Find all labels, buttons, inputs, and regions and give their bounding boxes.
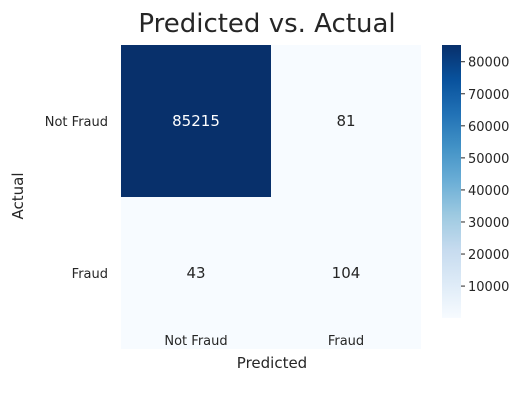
heatmap-cell-value: 85215 (172, 112, 220, 130)
colorbar-tick-label: 80000 (468, 56, 509, 71)
heatmap-cell (271, 45, 421, 197)
heatmap-cell-value: 104 (332, 264, 361, 282)
colorbar-tick-label: 50000 (468, 152, 509, 167)
heatmap-cell (121, 197, 271, 349)
colorbar-tick-label: 70000 (468, 88, 509, 103)
heatmap-cell (271, 197, 421, 349)
colorbar-tick-label: 60000 (468, 120, 509, 135)
y-axis-ticks: Not Fraud Fraud (45, 115, 108, 282)
x-axis-label: Predicted (237, 354, 307, 372)
x-tick-label: Fraud (328, 334, 364, 349)
colorbar-tick-label: 30000 (468, 216, 509, 231)
y-tick-label: Fraud (72, 267, 108, 282)
y-tick-label: Not Fraud (45, 115, 108, 130)
x-tick-label: Not Fraud (164, 334, 227, 349)
colorbar-tick-label: 10000 (468, 280, 509, 295)
colorbar (442, 45, 461, 318)
x-axis-ticks: Not Fraud Fraud (164, 334, 364, 349)
heatmap-cell (121, 45, 271, 197)
heatmap-cell-value: 81 (336, 112, 355, 130)
colorbar-tick-label: 20000 (468, 248, 509, 263)
y-axis-label: Actual (9, 173, 27, 220)
heatmap-cells (121, 45, 421, 349)
colorbar-ticks: 10000 20000 30000 40000 50000 60000 70000 80000 (461, 56, 509, 295)
colorbar-gradient (442, 45, 461, 318)
heatmap-cell-value: 43 (186, 264, 205, 282)
chart-title: Predicted vs. Actual (138, 9, 395, 39)
colorbar-tick-label: 40000 (468, 184, 509, 199)
heatmap-cell-labels: 85215 81 43 104 (172, 112, 360, 282)
